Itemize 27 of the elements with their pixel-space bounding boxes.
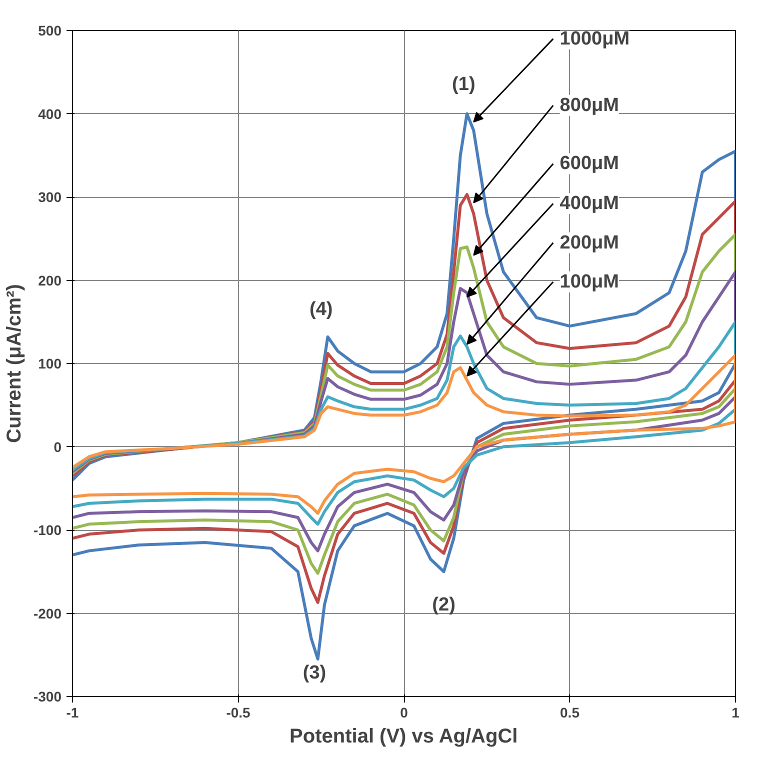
text: 1000μM bbox=[560, 28, 630, 50]
annotation: (2) bbox=[432, 594, 456, 616]
line-series bbox=[72, 354, 736, 515]
y-axis-title: Current (μA/cm²) bbox=[3, 284, 26, 443]
text: 200μM bbox=[560, 232, 619, 254]
text: 600μM bbox=[560, 153, 619, 174]
x-tick-label: 0.5 bbox=[560, 704, 580, 720]
y-tick-label: 200 bbox=[38, 272, 62, 288]
annotation: (3) bbox=[302, 662, 326, 684]
y-tick-label: -200 bbox=[33, 605, 62, 622]
y-tick-label: 300 bbox=[38, 189, 62, 205]
annotation: (1) bbox=[452, 74, 476, 96]
x-tick-label: -0.5 bbox=[226, 704, 251, 720]
text: 400μM bbox=[560, 193, 619, 214]
y-tick-label: -100 bbox=[33, 522, 62, 538]
x-axis-title: Potential (V) vs Ag/AgCl bbox=[290, 726, 518, 748]
x-tick-label: 1 bbox=[732, 704, 740, 720]
annotation: (4) bbox=[310, 298, 333, 320]
x-tick-label: -1 bbox=[66, 704, 79, 720]
y-tick-label: 0 bbox=[54, 438, 62, 455]
y-tick-label: 400 bbox=[38, 106, 62, 122]
y-tick-label: 100 bbox=[38, 356, 62, 372]
text: 100μM bbox=[560, 271, 619, 292]
x-tick-label: 0 bbox=[400, 704, 408, 720]
y-tick-label: -300 bbox=[33, 688, 62, 704]
text: 800μM bbox=[560, 94, 619, 116]
y-tick-label: 500 bbox=[38, 22, 62, 38]
